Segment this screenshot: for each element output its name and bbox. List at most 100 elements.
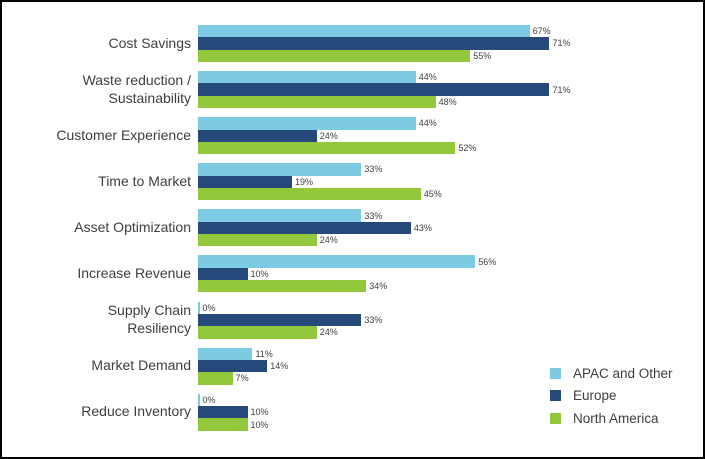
bar-track: 44%: [198, 117, 703, 130]
bar-track: 52%: [198, 141, 703, 155]
legend-label: North America: [573, 410, 659, 426]
bar-value-label: 67%: [532, 26, 551, 37]
bar-track: 67%: [198, 25, 703, 38]
chart-row-reduce-inventory: Reduce Inventory 0% 10% 10%: [2, 393, 703, 440]
bar-europe: [198, 37, 550, 50]
chart-row-cost-savings: Cost Savings 67% 71% 55%: [2, 25, 703, 71]
bar-apac-and-other: [198, 163, 362, 176]
bar-track: 10%: [198, 406, 703, 419]
bar-apac-and-other: [198, 347, 253, 360]
bar-track: 71%: [198, 37, 703, 50]
category-label-line: Increase Revenue: [77, 265, 191, 282]
category-label: Reduce Inventory: [2, 394, 198, 431]
bar-track: 33%: [198, 313, 703, 327]
bar-track: 0%: [198, 393, 703, 407]
bar-north-america: [198, 234, 317, 247]
bar-group: 44% 24% 52%: [198, 117, 703, 155]
bar-europe: [198, 406, 248, 419]
bar-value-label: 24%: [319, 235, 338, 246]
bar-north-america: [198, 141, 456, 155]
legend-item-apac-and-other: APAC and Other: [550, 362, 673, 385]
bar-value-label: 0%: [202, 302, 216, 313]
category-label-line: Resiliency: [127, 320, 191, 337]
bar-value-label: 45%: [423, 189, 442, 200]
bar-track: 56%: [198, 255, 703, 268]
category-label-line: Reduce Inventory: [81, 403, 191, 420]
bar-value-label: 33%: [364, 315, 383, 326]
category-label: Supply Chain Resiliency: [2, 302, 198, 339]
category-label: Increase Revenue: [2, 255, 198, 292]
bar-track: 10%: [198, 418, 703, 431]
bar-north-america: [198, 280, 367, 293]
bar-track: 11%: [198, 347, 703, 360]
bar-value-label: 55%: [473, 50, 492, 61]
bar-north-america: [198, 187, 421, 201]
bar-value-label: 33%: [364, 164, 383, 175]
bar-europe: [198, 313, 362, 327]
bar-track: 43%: [198, 221, 703, 235]
chart-row-increase-revenue: Increase Revenue 56% 10% 34%: [2, 255, 703, 301]
bar-europe: [198, 359, 268, 373]
bar-apac-and-other: [198, 25, 530, 38]
bar-europe: [198, 221, 411, 235]
bar-track: 14%: [198, 359, 703, 373]
bar-track: 24%: [198, 129, 703, 142]
legend-label: APAC and Other: [573, 365, 673, 381]
category-label-line: Sustainability: [108, 89, 192, 106]
bar-apac-and-other: [198, 71, 416, 84]
category-label-line: Customer Experience: [56, 126, 191, 143]
chart-row-customer-experience: Customer Experience 44% 24% 52%: [2, 117, 703, 163]
bar-group: 33% 19% 45%: [198, 163, 703, 201]
bar-value-label: 7%: [235, 373, 249, 384]
bar-europe: [198, 83, 550, 96]
legend-item-north-america: North America: [550, 407, 673, 430]
category-label-line: Waste reduction /: [82, 71, 191, 88]
legend: APAC and Other Europe North America: [550, 362, 673, 430]
category-label: Customer Experience: [2, 117, 198, 154]
bar-track: 45%: [198, 187, 703, 201]
bar-track: 44%: [198, 71, 703, 84]
bar-europe: [198, 175, 293, 188]
bar-value-label: 48%: [438, 96, 457, 107]
bar-track: 71%: [198, 83, 703, 96]
bar-apac-and-other: [198, 255, 476, 268]
bar-value-label: 10%: [250, 419, 269, 430]
bar-north-america: [198, 95, 436, 109]
bar-value-label: 19%: [295, 176, 314, 187]
chart-row-waste-reduction-sustainability: Waste reduction / Sustainability 44% 71% 48%: [2, 71, 703, 117]
bar-track: 0%: [198, 301, 703, 314]
category-label: Asset Optimization: [2, 209, 198, 246]
bar-value-label: 0%: [202, 394, 216, 405]
legend-label: Europe: [573, 388, 617, 404]
bar-track: 33%: [198, 163, 703, 176]
legend-swatch-north-america: [550, 412, 561, 424]
bar-value-label: 56%: [478, 256, 497, 267]
bar-group: 44% 71% 48%: [198, 71, 703, 109]
category-label-line: Asset Optimization: [74, 218, 191, 235]
bar-value-label: 33%: [364, 210, 383, 221]
legend-swatch-europe: [550, 390, 561, 402]
category-label: Waste reduction / Sustainability: [2, 71, 198, 108]
bar-track: 34%: [198, 280, 703, 293]
category-label-line: Market Demand: [91, 357, 191, 374]
bar-chart: Cost Savings 67% 71% 55% Waste reduction / Su…: [2, 25, 703, 440]
chart-row-asset-optimization: Asset Optimization 33% 43% 24%: [2, 209, 703, 255]
bar-north-america: [198, 418, 248, 431]
bar-north-america: [198, 49, 471, 62]
bar-group: 56% 10% 34%: [198, 255, 703, 293]
category-label-line: Time to Market: [98, 172, 191, 189]
bar-apac-and-other: [198, 393, 200, 407]
bar-value-label: 52%: [458, 143, 477, 153]
bar-track: 19%: [198, 175, 703, 188]
bar-value-label: 44%: [418, 118, 437, 129]
category-label: Time to Market: [2, 163, 198, 200]
category-label: Market Demand: [2, 348, 198, 385]
chart-row-supply-chain-resiliency: Supply Chain Resiliency 0% 33% 24%: [2, 301, 703, 348]
legend-item-europe: Europe: [550, 385, 673, 408]
legend-swatch-apac-and-other: [550, 367, 561, 379]
bar-value-label: 71%: [552, 84, 571, 95]
bar-value-label: 24%: [319, 130, 338, 141]
bar-track: 24%: [198, 326, 703, 339]
bar-track: 33%: [198, 209, 703, 222]
bar-value-label: 10%: [250, 268, 269, 279]
